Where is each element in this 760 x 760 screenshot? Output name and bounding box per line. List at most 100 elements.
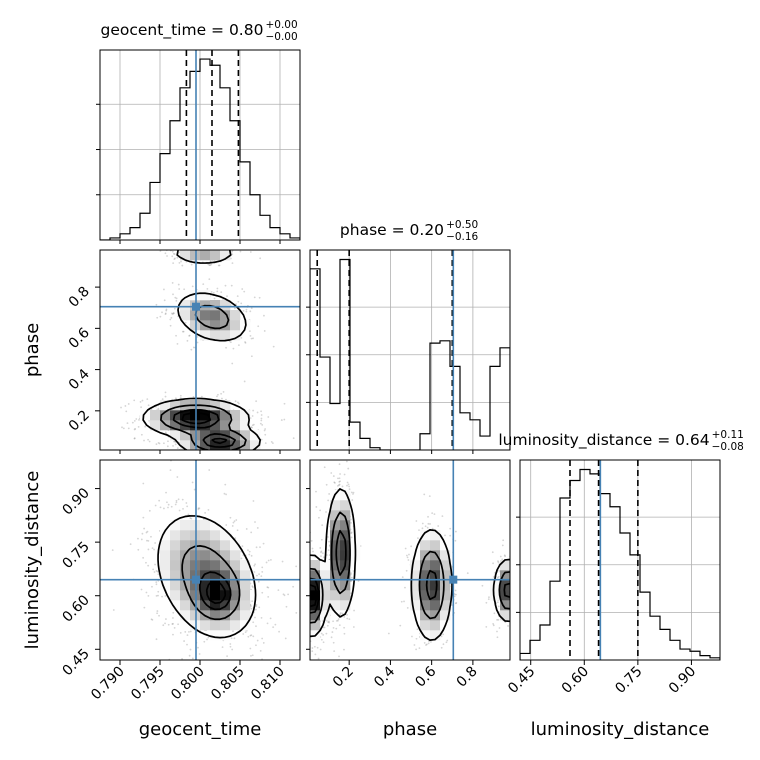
sample-point (304, 584, 306, 586)
density-cell (210, 600, 221, 611)
sample-point (235, 303, 237, 306)
sample-point (207, 508, 210, 511)
sample-point (301, 569, 303, 571)
sample-point (296, 561, 298, 563)
sample-point (172, 633, 174, 636)
density-cell (180, 300, 191, 311)
sample-point (307, 550, 309, 552)
sample-point (259, 546, 261, 548)
density-cell (320, 560, 331, 571)
sample-point (202, 242, 204, 244)
density-cell (410, 580, 421, 591)
sample-point (233, 637, 236, 640)
hist-bin (580, 470, 590, 660)
sample-point (250, 531, 253, 534)
sample-point (175, 299, 178, 302)
density-cell (160, 530, 171, 541)
sample-point (306, 577, 308, 579)
contour-level (160, 304, 247, 450)
sample-point (208, 451, 210, 453)
sample-point (512, 606, 514, 608)
density-cell (500, 610, 510, 621)
sample-point (225, 346, 227, 349)
sample-point (241, 454, 243, 456)
density-cell (170, 400, 181, 411)
sample-point (338, 480, 341, 483)
hist-bin (560, 498, 570, 660)
sample-point (236, 295, 239, 298)
x-tick-label: 0.60 (559, 664, 592, 697)
sample-point (512, 582, 514, 584)
sample-point (218, 264, 221, 267)
sample-point (307, 611, 309, 613)
sample-point (250, 654, 252, 657)
sample-point (497, 575, 500, 578)
sample-point (184, 631, 187, 633)
density-cell (320, 570, 331, 581)
sample-point (321, 552, 324, 555)
sample-point (501, 558, 504, 561)
sample-point (185, 666, 187, 668)
sample-point (192, 346, 195, 349)
sample-point (203, 640, 206, 643)
sample-point (354, 678, 356, 680)
sample-point (179, 397, 182, 399)
sample-point (440, 646, 443, 649)
sample-point (155, 443, 158, 446)
density-cell (330, 530, 341, 541)
sample-point (250, 337, 253, 340)
sample-point (261, 424, 264, 426)
sample-point (219, 246, 221, 248)
density-cell (330, 520, 341, 531)
sample-point (263, 429, 266, 432)
hist-bin (200, 59, 210, 240)
sample-point (350, 491, 353, 494)
sample-point (187, 243, 189, 245)
density-cell (220, 310, 231, 321)
title-sup: +0.50 (446, 219, 478, 231)
density-cell (210, 330, 221, 341)
sample-point (267, 586, 270, 589)
sample-point (212, 291, 215, 294)
sample-point (174, 451, 176, 453)
sample-point (222, 391, 225, 393)
sample-point (491, 551, 494, 554)
hist-bin (320, 357, 330, 450)
sample-point (143, 439, 145, 442)
density-cell (210, 560, 221, 571)
density-cell (210, 590, 221, 601)
contour-level (310, 511, 510, 624)
sample-point (305, 588, 307, 590)
sample-point (171, 312, 173, 315)
density-cell (490, 580, 501, 591)
sample-point (139, 401, 142, 403)
sample-point (217, 393, 219, 396)
density-cell (190, 540, 201, 551)
sample-point (143, 606, 146, 609)
sample-point (258, 606, 261, 609)
sample-point (431, 527, 434, 530)
sample-point (179, 394, 182, 397)
sample-point (207, 263, 210, 266)
y-tick-label: 0.2 (66, 407, 93, 434)
density-cell (220, 530, 231, 541)
sample-point (182, 330, 185, 333)
sample-point (306, 599, 308, 601)
sample-point (302, 619, 304, 621)
sample-point (415, 637, 418, 640)
title-sub: −0.16 (446, 231, 478, 243)
sample-point (192, 455, 194, 457)
sample-point (427, 642, 430, 645)
sample-point (252, 337, 254, 340)
sample-point (455, 601, 458, 604)
density-cell (190, 580, 201, 591)
density-cell (240, 590, 251, 601)
sample-point (198, 507, 201, 510)
sample-point (307, 587, 309, 589)
density-cell (440, 560, 451, 571)
hist-bin (190, 71, 200, 240)
sample-point (307, 585, 309, 587)
density-cell (220, 540, 231, 551)
density-cell (180, 440, 191, 450)
sample-point (248, 330, 251, 332)
